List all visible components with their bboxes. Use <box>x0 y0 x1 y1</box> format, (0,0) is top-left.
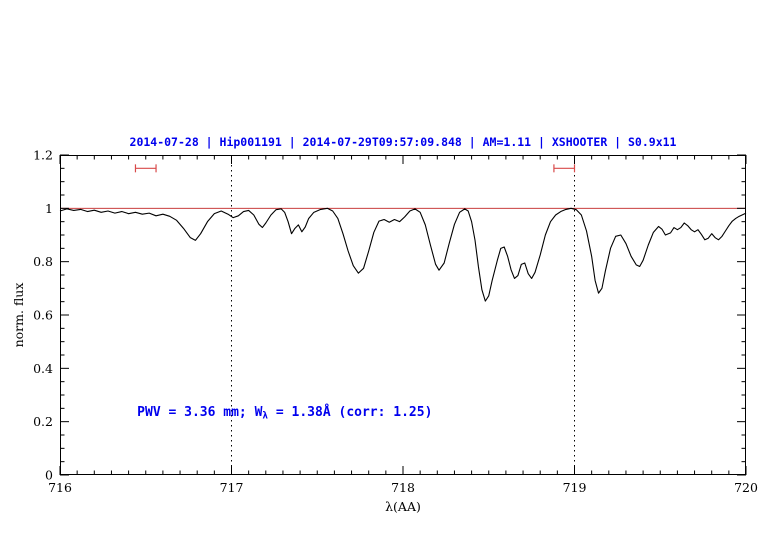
x-tick-label-720: 720 <box>734 480 758 495</box>
x-tick-label-718: 718 <box>391 480 415 495</box>
plot-title: 2014-07-28 | Hip001191 | 2014-07-29T09:5… <box>129 135 677 149</box>
spectrum-line <box>59 207 747 302</box>
y-tick-label-0.4: 0.4 <box>33 361 53 376</box>
axis-ticks <box>59 154 747 476</box>
y-tick-label-0: 0 <box>45 468 53 483</box>
pwv-annotation-suffix: = 1.38Å (corr: 1.25) <box>268 405 433 420</box>
pwv-annotation-prefix: PWV = 3.36 mm; W <box>137 405 263 420</box>
telluric-marker-2 <box>553 164 576 173</box>
y-tick-label-1.2: 1.2 <box>33 148 53 163</box>
y-tick-label-0.8: 0.8 <box>33 254 53 269</box>
pwv-annotation: PWV = 3.36 mm; Wλ = 1.38Å (corr: 1.25) <box>137 405 432 422</box>
x-tick-label-719: 719 <box>563 480 587 495</box>
x-tick-label-716: 716 <box>48 480 72 495</box>
y-tick-label-0.6: 0.6 <box>33 308 53 323</box>
telluric-marker-1 <box>134 164 157 173</box>
y-tick-label-1: 1 <box>45 201 53 216</box>
x-axis-label: λ(AA) <box>385 499 421 514</box>
pwv-annotation-subscript: λ <box>262 410 269 422</box>
y-tick-label-0.2: 0.2 <box>33 414 53 429</box>
x-tick-label-717: 717 <box>220 480 244 495</box>
plot-frame <box>60 155 746 475</box>
y-axis-label: norm. flux <box>11 283 26 348</box>
